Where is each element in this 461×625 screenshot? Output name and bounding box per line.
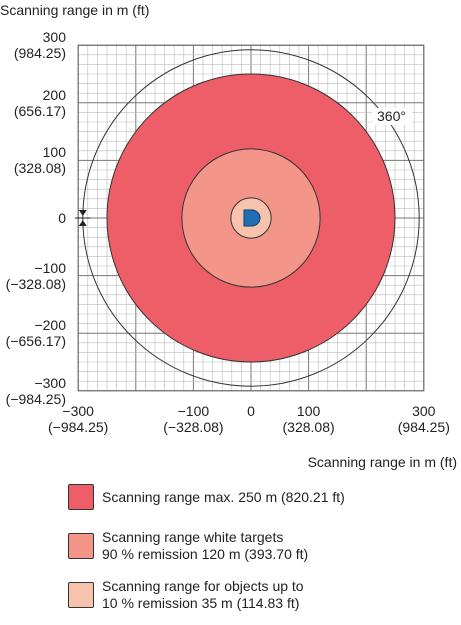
y-tick-label: −300 (−984.25) xyxy=(5,374,66,407)
scanning-range-diagram: 360° xyxy=(74,44,425,392)
y-axis-title: Scanning range in m (ft) xyxy=(0,2,150,18)
arrow-up-icon xyxy=(78,220,87,226)
y-tick-label: −100 (−328.08) xyxy=(5,259,66,292)
y-tick-label: 300 (984.25) xyxy=(13,29,66,62)
legend-label: Scanning range for objects up to 10 % rem… xyxy=(102,578,304,611)
legend-item: Scanning range for objects up to 10 % rem… xyxy=(68,576,345,614)
y-tick-label: 0 xyxy=(58,210,66,226)
angle-label-bg xyxy=(372,108,412,125)
legend-swatch xyxy=(68,582,94,608)
x-tick-label: −100 (−328.08) xyxy=(163,402,224,435)
legend-item: Scanning range max. 250 m (820.21 ft) xyxy=(68,478,345,516)
y-tick-label: −200 (−656.17) xyxy=(5,317,66,350)
x-tick-label: 0 xyxy=(247,402,255,419)
y-tick-label: 200 (656.17) xyxy=(13,86,66,119)
x-axis-title: Scanning range in m (ft) xyxy=(307,454,457,470)
legend-label: Scanning range max. 250 m (820.21 ft) xyxy=(102,488,345,505)
x-tick-label: 300 (984.25) xyxy=(397,402,450,435)
legend-swatch xyxy=(68,533,94,559)
diagram-decor: 360° xyxy=(74,49,420,387)
legend: Scanning range max. 250 m (820.21 ft) Sca… xyxy=(68,478,345,625)
x-tick-label: 100 (328.08) xyxy=(282,402,335,435)
legend-swatch xyxy=(68,484,94,510)
angle-label: 360° xyxy=(377,108,406,124)
sensor-icon xyxy=(243,209,261,227)
legend-label: Scanning range white targets 90 % remissi… xyxy=(102,529,309,562)
x-tick-label: −300 (−984.25) xyxy=(48,402,109,435)
y-tick-label: 100 (328.08) xyxy=(13,144,66,177)
legend-item: Scanning range white targets 90 % remissi… xyxy=(68,527,345,565)
arrow-down-icon xyxy=(78,210,87,216)
